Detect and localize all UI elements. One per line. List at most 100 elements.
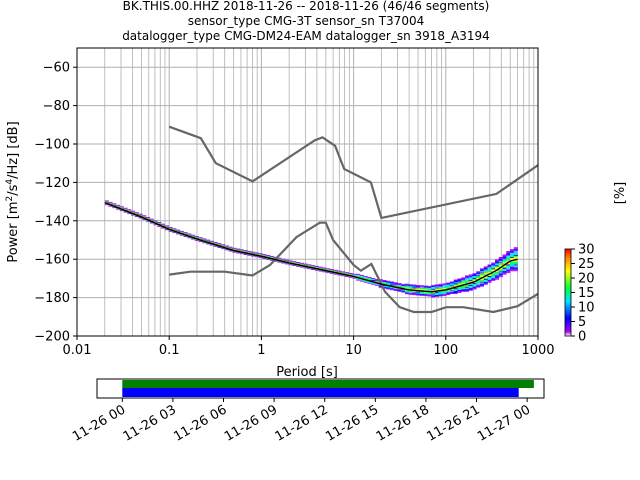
noise-models (168, 125, 538, 314)
psd-cell (269, 259, 274, 261)
psd-cell (513, 251, 518, 253)
y-tick-label: −200 (34, 330, 70, 345)
x-tick-label: 100 (433, 343, 458, 358)
psd-cell (495, 263, 500, 265)
psd-cell (487, 267, 492, 269)
psd-cell (453, 292, 458, 294)
psd-cell (288, 264, 293, 266)
psd-cell (506, 265, 511, 267)
psd-cell (404, 286, 410, 288)
psd-cell (359, 276, 364, 278)
psd-cell (149, 219, 154, 221)
timeline-tick-label: 11-26 12 (273, 402, 331, 444)
psd-cell (438, 292, 443, 294)
psd-cell (472, 283, 477, 285)
psd-cell (284, 260, 289, 262)
psd-cell (513, 268, 518, 270)
psd-cell (427, 294, 432, 296)
psd-cell (142, 215, 147, 217)
psd-cell (164, 226, 169, 228)
psd-cell (506, 264, 511, 266)
psd-cell (506, 258, 511, 260)
psd-cell (224, 245, 229, 247)
psd-cell (352, 277, 357, 279)
psd-cell (506, 266, 511, 268)
psd-cell (480, 275, 485, 277)
psd-cell (423, 287, 428, 289)
psd-cell (277, 257, 282, 259)
psd-cell (449, 281, 455, 283)
psd-cell (333, 273, 338, 275)
psd-cell (247, 250, 252, 252)
psd-cell (209, 244, 214, 246)
psd-cell (427, 289, 432, 291)
psd-cell (498, 258, 503, 260)
psd-cell (506, 259, 511, 261)
psd-cell (510, 269, 515, 271)
psd-cell (378, 285, 383, 287)
psd-cell (288, 260, 293, 262)
psd-cell (266, 255, 271, 257)
psd-cell (404, 290, 410, 292)
psd-cell (359, 274, 364, 276)
psd-cell (329, 269, 334, 271)
psd-cell (513, 252, 518, 254)
psd-cell (480, 273, 485, 275)
psd-cell (457, 284, 462, 286)
psd-cell (495, 277, 500, 279)
psd-cell (468, 285, 473, 287)
psd-cell (506, 271, 511, 273)
psd-cell (487, 265, 492, 267)
psd-cell (495, 266, 500, 268)
psd-cell (506, 268, 511, 270)
colorbar-tick-label: 15 (578, 286, 595, 301)
psd-cell (224, 249, 229, 251)
psd-cell (472, 278, 477, 280)
psd-cell (356, 273, 361, 275)
psd-cell (412, 285, 417, 287)
psd-cell (251, 251, 256, 253)
psd-cell (423, 293, 428, 295)
psd-cell (498, 273, 503, 275)
psd-cell (446, 293, 451, 295)
psd-cell (453, 284, 458, 286)
psd-cell (498, 259, 503, 261)
psd-cell (461, 282, 466, 284)
psd-cell (476, 286, 481, 288)
y-tick-label: −80 (43, 99, 70, 114)
psd-cell (483, 270, 488, 272)
psd-cell (431, 293, 436, 295)
psd-cell (476, 277, 481, 279)
psd-cell (465, 280, 470, 282)
psd-cell (449, 291, 455, 293)
psd-cell (513, 266, 518, 268)
psd-cell (416, 286, 421, 288)
psd-cell (476, 277, 481, 278)
psd-cell (491, 267, 496, 269)
psd-cell (303, 263, 308, 265)
psd-cell (491, 270, 496, 272)
psd-cell (168, 226, 173, 228)
psd-cell (187, 233, 192, 235)
plot-background (77, 48, 538, 336)
psd-cell (465, 276, 470, 278)
psd-cell (434, 294, 440, 295)
psd-cell (359, 279, 364, 281)
psd-cell (131, 214, 136, 216)
psd-cell (367, 276, 372, 278)
psd-cell (438, 291, 443, 293)
psd-cell (371, 279, 376, 281)
psd-cell (513, 257, 518, 259)
psd-cell (513, 247, 518, 249)
psd-cell (213, 245, 218, 247)
psd-cell (431, 285, 436, 287)
psd-cell (239, 253, 244, 255)
psd-cell (134, 212, 139, 214)
psd-cell (483, 266, 488, 268)
colorbar-tick-label: 10 (578, 301, 595, 316)
psd-cell (423, 292, 428, 294)
psd-cell (442, 286, 447, 288)
psd-cell (498, 268, 503, 270)
